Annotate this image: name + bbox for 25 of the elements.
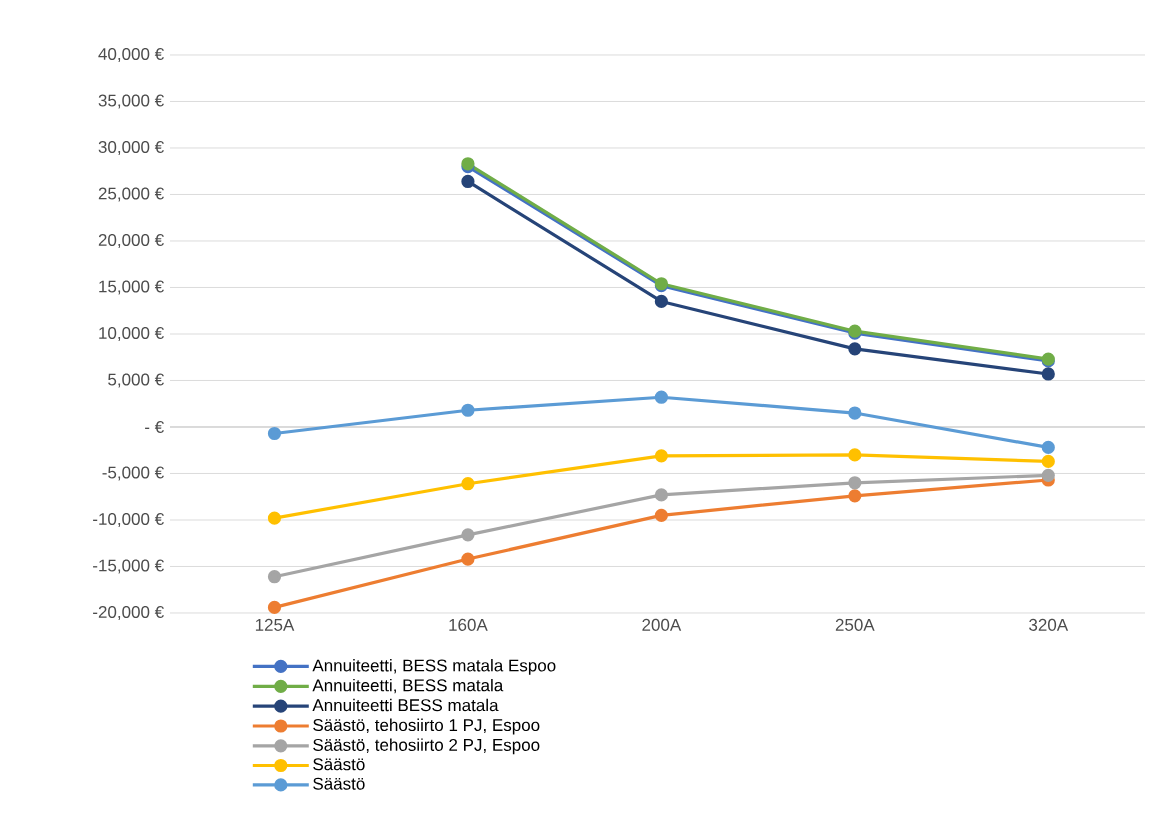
y-tick-label: 35,000 € [98, 94, 164, 109]
x-tick-label: 125A [255, 618, 295, 631]
x-tick-label: 250A [835, 618, 875, 631]
legend-label: Annuiteetti, BESS matala [312, 678, 504, 694]
y-tick-label: 25,000 € [98, 187, 164, 202]
y-tick-label: - € [145, 420, 164, 434]
x-tick-label: 320A [1029, 618, 1069, 631]
y-tick-label: 15,000 € [99, 280, 164, 295]
legend-label: Säästö [313, 777, 365, 790]
x-tick-label: 160A [449, 618, 488, 631]
y-tick-label: -10,000 € [93, 512, 164, 528]
legend-label: Annuiteetti BESS matala [312, 698, 499, 712]
y-tick-label: 30,000 € [98, 140, 164, 155]
y-tick-label: 5,000 € [108, 373, 164, 388]
y-tick-label: -15,000 € [93, 559, 164, 574]
legend-label: Säästö, tehosiirto 2 PJ, Espoo [313, 738, 540, 755]
legend-label: Annuiteetti, BESS matala Espoo [312, 659, 556, 675]
y-tick-label: -20,000 € [93, 605, 164, 621]
y-tick-label: -5,000 € [102, 466, 164, 481]
y-tick-label: 20,000 € [98, 233, 164, 248]
legend-label: Säästö, tehosiirto 1 PJ, Espoo [313, 718, 540, 735]
y-tick-label: 10,000 € [99, 326, 164, 341]
y-tick-label: 40,000 € [98, 47, 164, 62]
x-tick-label: 200A [642, 618, 682, 631]
legend-label: Säästö [313, 758, 365, 771]
